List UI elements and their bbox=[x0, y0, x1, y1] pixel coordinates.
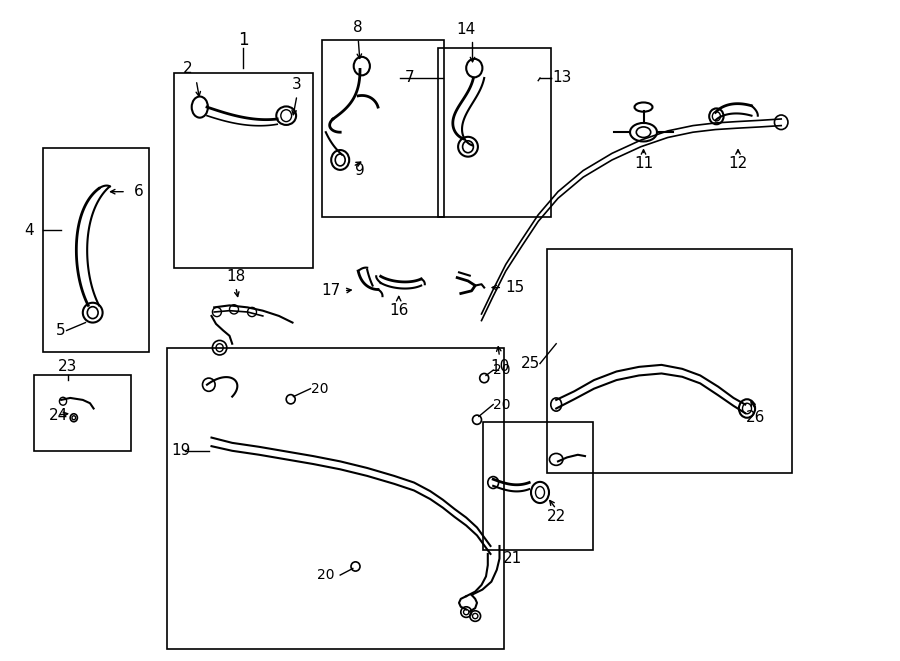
Text: 1: 1 bbox=[238, 30, 248, 49]
Bar bbox=[322, 40, 444, 217]
Text: 11: 11 bbox=[634, 157, 653, 171]
Bar bbox=[43, 148, 149, 352]
Text: 13: 13 bbox=[553, 71, 572, 85]
Text: 17: 17 bbox=[321, 284, 341, 298]
Text: 3: 3 bbox=[292, 77, 302, 92]
Text: 22: 22 bbox=[546, 510, 566, 524]
Text: 9: 9 bbox=[356, 163, 364, 178]
Bar bbox=[34, 375, 131, 451]
Text: 20: 20 bbox=[493, 397, 511, 412]
Text: 20: 20 bbox=[310, 381, 328, 396]
Text: 15: 15 bbox=[505, 280, 525, 295]
Text: 6: 6 bbox=[134, 184, 143, 199]
Text: 24: 24 bbox=[49, 408, 68, 422]
Text: 25: 25 bbox=[521, 356, 540, 371]
Text: 20: 20 bbox=[317, 568, 335, 582]
Text: 5: 5 bbox=[56, 323, 66, 338]
Text: 16: 16 bbox=[389, 303, 409, 318]
Bar bbox=[483, 422, 593, 550]
Text: 10: 10 bbox=[490, 360, 509, 374]
Text: 8: 8 bbox=[354, 20, 363, 35]
Text: 23: 23 bbox=[58, 360, 77, 374]
Text: 21: 21 bbox=[503, 551, 523, 566]
Bar bbox=[166, 348, 504, 649]
Text: 4: 4 bbox=[24, 223, 34, 237]
Text: 14: 14 bbox=[456, 22, 476, 37]
Text: 12: 12 bbox=[728, 157, 748, 171]
Text: 7: 7 bbox=[405, 71, 414, 85]
Bar bbox=[438, 48, 551, 217]
Text: 19: 19 bbox=[171, 444, 191, 458]
Text: 2: 2 bbox=[183, 61, 192, 76]
Text: 20: 20 bbox=[493, 363, 511, 377]
Text: 18: 18 bbox=[226, 269, 246, 284]
Text: 26: 26 bbox=[746, 410, 766, 425]
Bar bbox=[174, 73, 313, 268]
Bar bbox=[547, 249, 792, 473]
